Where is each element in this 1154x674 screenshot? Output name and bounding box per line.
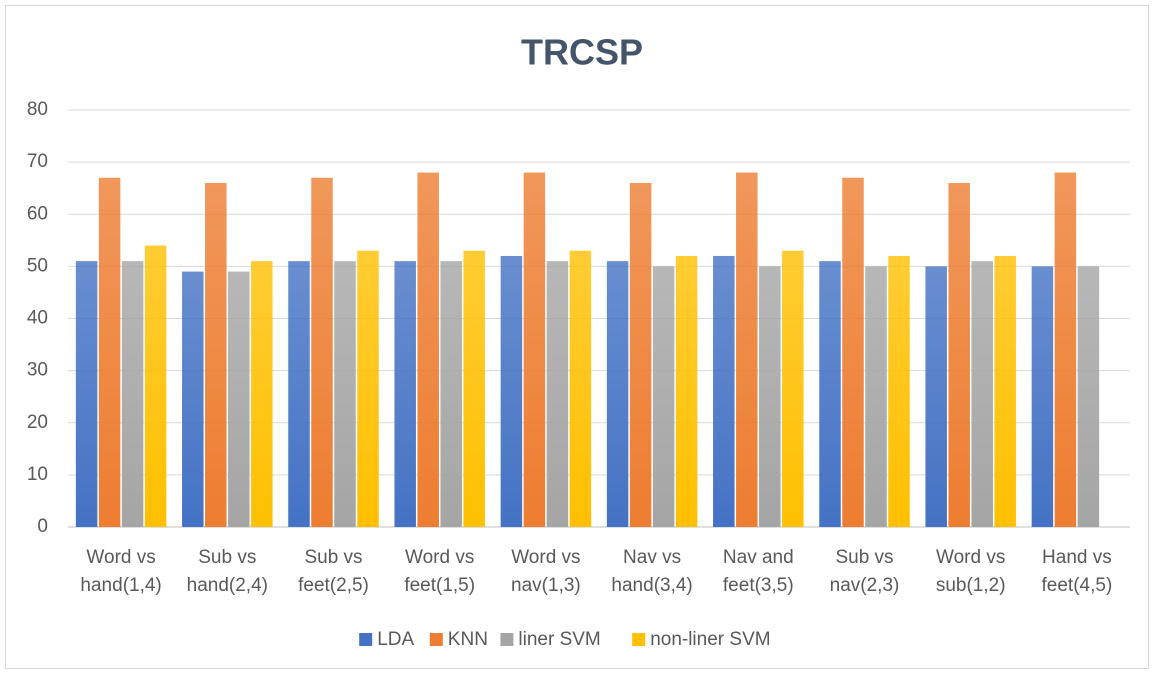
y-tick-label: 40 xyxy=(27,308,48,329)
legend-swatch xyxy=(429,633,443,646)
y-tick-label: 80 xyxy=(27,99,48,120)
bar xyxy=(311,177,333,527)
bar xyxy=(228,271,250,527)
legend-swatch xyxy=(359,633,373,646)
bar xyxy=(759,266,781,527)
bar xyxy=(251,261,273,527)
bar xyxy=(334,261,356,527)
y-tick-label: 30 xyxy=(27,360,48,381)
bar xyxy=(523,172,546,528)
bar xyxy=(948,182,970,527)
y-tick-label: 60 xyxy=(27,203,48,224)
y-tick-label: 0 xyxy=(37,516,48,537)
legend-label: non-liner SVM xyxy=(650,629,770,650)
x-tick-label: Word vs sub(1,2) xyxy=(936,547,1006,596)
bar xyxy=(205,182,227,527)
bar xyxy=(971,261,993,527)
x-tick-label: Hand vs feet(4,5) xyxy=(1042,547,1113,596)
bar xyxy=(98,177,121,527)
y-tick-label: 20 xyxy=(27,412,48,433)
bar xyxy=(463,250,485,528)
bar xyxy=(819,261,841,527)
legend-swatch xyxy=(500,633,514,646)
chart-title: TRCSP xyxy=(521,32,643,73)
bar xyxy=(736,172,758,528)
bar xyxy=(629,182,652,527)
y-tick-label: 10 xyxy=(27,464,48,485)
bar xyxy=(1077,266,1100,527)
bar xyxy=(394,261,416,527)
legend-swatch xyxy=(632,633,646,646)
bar xyxy=(546,261,569,527)
y-tick-label: 50 xyxy=(27,255,48,276)
bar xyxy=(713,255,735,527)
y-tick-label: 70 xyxy=(27,151,48,172)
bar xyxy=(842,177,864,527)
x-tick-label: Word vs hand(1,4) xyxy=(80,547,161,596)
bar xyxy=(75,261,98,527)
bar xyxy=(500,255,523,527)
bar xyxy=(288,261,310,527)
legend-label: LDA xyxy=(377,629,414,650)
bar xyxy=(606,261,629,527)
bar xyxy=(144,245,167,527)
x-tick-label: Word vs feet(1,5) xyxy=(404,547,475,596)
bar xyxy=(569,250,592,528)
bar xyxy=(782,250,804,528)
bar xyxy=(182,271,204,527)
bar xyxy=(417,172,439,528)
x-tick-label: Nav and feet(3,5) xyxy=(723,547,794,596)
x-tick-label: Nav vs hand(3,4) xyxy=(611,547,692,596)
legend-label: KNN xyxy=(448,629,488,650)
bar xyxy=(994,255,1016,527)
bar xyxy=(888,255,910,527)
x-tick-label: Sub vs feet(2,5) xyxy=(298,547,369,596)
bar xyxy=(440,261,462,527)
bar xyxy=(1054,172,1077,528)
bar xyxy=(121,261,144,527)
bar xyxy=(652,266,675,527)
legend-label: liner SVM xyxy=(518,629,600,650)
bar xyxy=(1031,266,1054,527)
x-tick-label: Word vs nav(1,3) xyxy=(511,547,581,596)
bar xyxy=(357,250,379,528)
x-tick-label: Sub vs hand(2,4) xyxy=(187,547,268,596)
bar xyxy=(865,266,887,527)
x-tick-label: Sub vs nav(2,3) xyxy=(830,547,900,596)
bar xyxy=(675,255,698,527)
bar xyxy=(925,266,947,527)
